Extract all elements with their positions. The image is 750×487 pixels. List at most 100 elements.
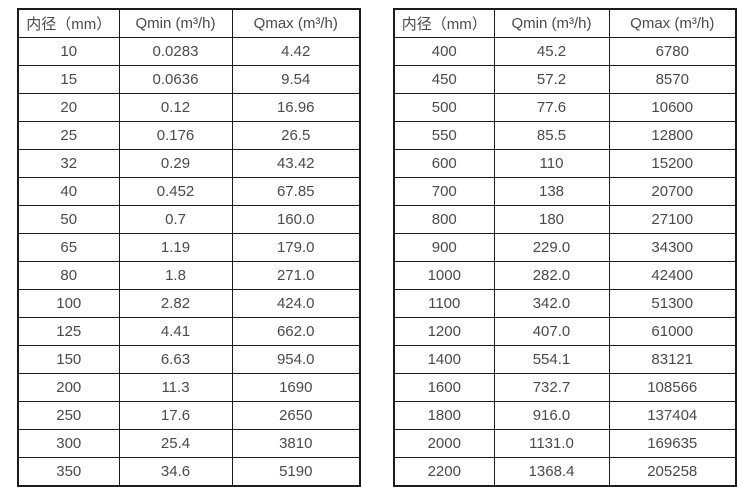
table-row: 32 0.29 43.42 (17, 149, 361, 178)
table-cell: 1690 (231, 373, 361, 402)
table-row: 2000 1131.0 169635 (393, 429, 737, 458)
flow-table-large-diameters: 内径（mm） Qmin (m³/h) Qmax (m³/h) 400 45.2 67… (393, 8, 737, 487)
table-cell: 25.4 (118, 429, 233, 458)
table-cell: 271.0 (231, 261, 361, 290)
table-cell: 2.82 (118, 289, 233, 318)
table-cell: 2650 (231, 401, 361, 430)
table-cell: 15 (17, 65, 120, 94)
table-cell: 8570 (608, 65, 737, 94)
table-row: 350 34.6 5190 (17, 457, 361, 487)
table-row: 800 180 27100 (393, 205, 737, 234)
table-cell: 51300 (608, 289, 737, 318)
table-cell: 137404 (608, 401, 737, 430)
table-row: 80 1.8 271.0 (17, 261, 361, 290)
table-cell: 700 (393, 177, 495, 206)
table-cell: 160.0 (231, 205, 361, 234)
table-cell: 80 (17, 261, 120, 290)
table-row: 600 110 15200 (393, 149, 737, 178)
table-cell: 85.5 (493, 121, 610, 150)
table-row: 250 17.6 2650 (17, 401, 361, 430)
table-cell: 57.2 (493, 65, 610, 94)
table-cell: 1200 (393, 317, 495, 346)
table-cell: 282.0 (493, 261, 610, 290)
table-cell: 342.0 (493, 289, 610, 318)
table-cell: 6.63 (118, 345, 233, 374)
table-row: 900 229.0 34300 (393, 233, 737, 262)
table-cell: 1.8 (118, 261, 233, 290)
table-cell: 1368.4 (493, 457, 610, 487)
table-cell: 450 (393, 65, 495, 94)
table-cell: 800 (393, 205, 495, 234)
table-cell: 40 (17, 177, 120, 206)
table-row: 15 0.0636 9.54 (17, 65, 361, 94)
table-cell: 1000 (393, 261, 495, 290)
table-cell: 12800 (608, 121, 737, 150)
column-header-qmin: Qmin (m³/h) (118, 8, 233, 38)
table-cell: 125 (17, 317, 120, 346)
table-cell: 2000 (393, 429, 495, 458)
table-cell: 34.6 (118, 457, 233, 487)
table-cell: 0.7 (118, 205, 233, 234)
table-row: 400 45.2 6780 (393, 37, 737, 66)
table-cell: 229.0 (493, 233, 610, 262)
table-cell: 916.0 (493, 401, 610, 430)
table-cell: 0.452 (118, 177, 233, 206)
table-cell: 407.0 (493, 317, 610, 346)
table-cell: 0.176 (118, 121, 233, 150)
table-row: 1000 282.0 42400 (393, 261, 737, 290)
table-cell: 0.29 (118, 149, 233, 178)
table-cell: 20700 (608, 177, 737, 206)
table-cell: 350 (17, 457, 120, 487)
table-cell: 954.0 (231, 345, 361, 374)
table-cell: 110 (493, 149, 610, 178)
table-cell: 3810 (231, 429, 361, 458)
table-cell: 34300 (608, 233, 737, 262)
table-cell: 0.0636 (118, 65, 233, 94)
table-cell: 205258 (608, 457, 737, 487)
table-cell: 169635 (608, 429, 737, 458)
table-cell: 65 (17, 233, 120, 262)
table-row: 20 0.12 16.96 (17, 93, 361, 122)
table-cell: 554.1 (493, 345, 610, 374)
flow-table-small-diameters: 内径（mm） Qmin (m³/h) Qmax (m³/h) 10 0.0283 4… (17, 8, 361, 487)
table-cell: 662.0 (231, 317, 361, 346)
table-cell: 27100 (608, 205, 737, 234)
column-header-diameter: 内径（mm） (393, 8, 495, 38)
table-row: 1100 342.0 51300 (393, 289, 737, 318)
table-cell: 16.96 (231, 93, 361, 122)
table-cell: 1600 (393, 373, 495, 402)
table-cell: 43.42 (231, 149, 361, 178)
table-cell: 32 (17, 149, 120, 178)
table-cell: 61000 (608, 317, 737, 346)
table-cell: 26.5 (231, 121, 361, 150)
table-cell: 1131.0 (493, 429, 610, 458)
table-row: 500 77.6 10600 (393, 93, 737, 122)
table-cell: 67.85 (231, 177, 361, 206)
table-row: 100 2.82 424.0 (17, 289, 361, 318)
table-cell: 6780 (608, 37, 737, 66)
table-row: 65 1.19 179.0 (17, 233, 361, 262)
table-cell: 179.0 (231, 233, 361, 262)
table-cell: 138 (493, 177, 610, 206)
table-cell: 10 (17, 37, 120, 66)
table-row: 1600 732.7 108566 (393, 373, 737, 402)
table-row: 300 25.4 3810 (17, 429, 361, 458)
table-cell: 600 (393, 149, 495, 178)
table-cell: 180 (493, 205, 610, 234)
table-row: 2200 1368.4 205258 (393, 457, 737, 487)
table-row: 40 0.452 67.85 (17, 177, 361, 206)
table-cell: 0.12 (118, 93, 233, 122)
table-cell: 1400 (393, 345, 495, 374)
table-cell: 500 (393, 93, 495, 122)
table-cell: 10600 (608, 93, 737, 122)
table-cell: 0.0283 (118, 37, 233, 66)
table-row: 550 85.5 12800 (393, 121, 737, 150)
table-cell: 424.0 (231, 289, 361, 318)
table-row: 25 0.176 26.5 (17, 121, 361, 150)
table-cell: 11.3 (118, 373, 233, 402)
table-cell: 150 (17, 345, 120, 374)
table-cell: 1800 (393, 401, 495, 430)
table-cell: 732.7 (493, 373, 610, 402)
table-row: 150 6.63 954.0 (17, 345, 361, 374)
table-cell: 400 (393, 37, 495, 66)
